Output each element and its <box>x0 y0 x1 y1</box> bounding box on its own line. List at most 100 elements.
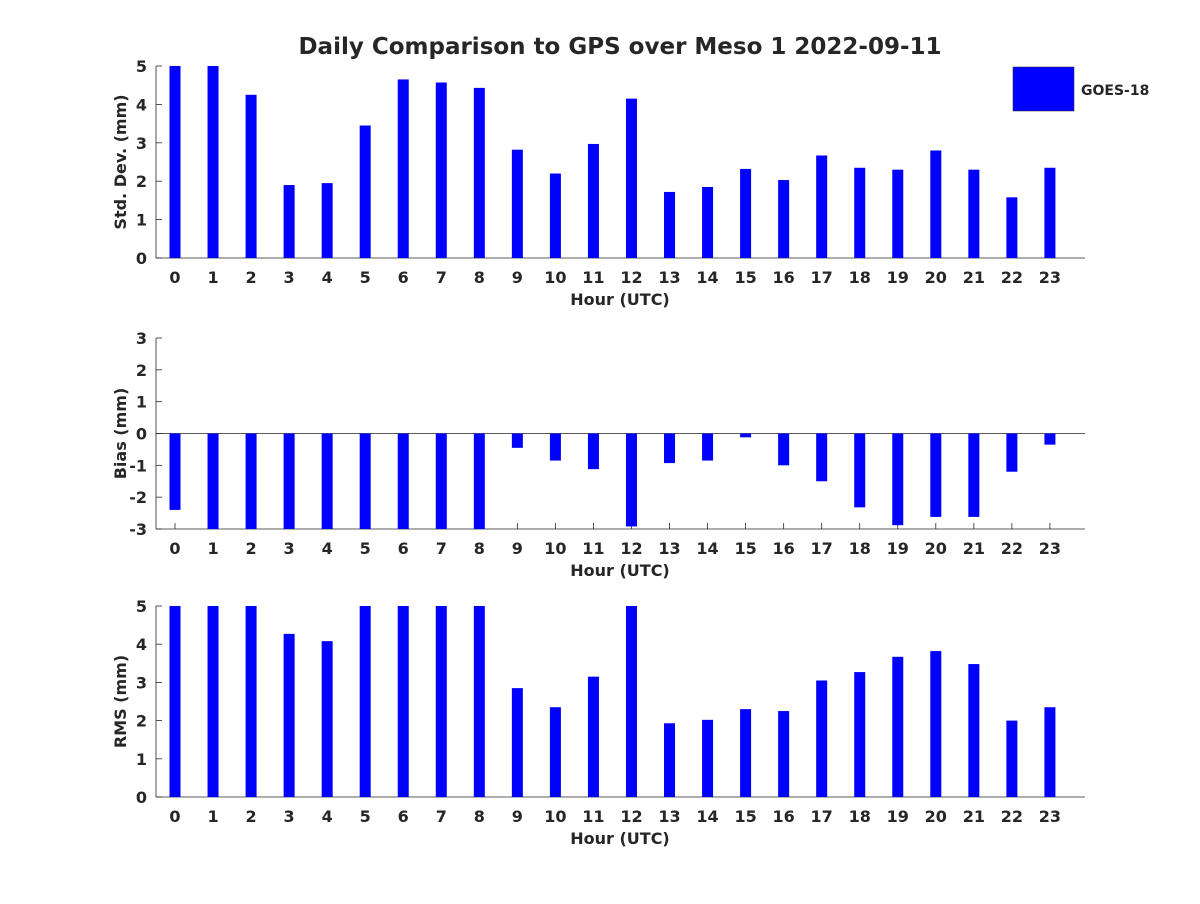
x-tick-label: 8 <box>474 807 485 826</box>
bar-hour-8 <box>473 87 485 258</box>
x-tick-label: 17 <box>811 807 833 826</box>
y-axis-label: RMS (mm) <box>111 655 130 748</box>
y-tick-label: 5 <box>136 597 147 616</box>
y-tick-label: 2 <box>136 172 147 191</box>
bar-hour-21 <box>968 169 980 258</box>
x-axis-label: Hour (UTC) <box>570 561 670 580</box>
bar-hour-7 <box>435 433 447 529</box>
legend-label: GOES-18 <box>1081 83 1149 99</box>
y-tick-label: 3 <box>136 673 147 692</box>
bar-hour-19 <box>892 656 904 797</box>
bar-hour-6 <box>397 606 409 797</box>
bar-hour-11 <box>587 433 599 470</box>
bar-hour-21 <box>968 433 980 517</box>
x-tick-label: 6 <box>398 807 409 826</box>
x-tick-label: 19 <box>887 807 909 826</box>
x-tick-label: 3 <box>284 807 295 826</box>
x-tick-label: 8 <box>474 268 485 287</box>
y-tick-label: -1 <box>129 456 147 475</box>
bar-hour-4 <box>321 641 333 797</box>
bar-hour-2 <box>245 94 257 258</box>
bar-hour-4 <box>321 433 333 529</box>
x-tick-label: 21 <box>963 539 985 558</box>
bar-hour-14 <box>702 433 714 461</box>
x-tick-label: 23 <box>1039 268 1061 287</box>
bar-hour-18 <box>854 167 866 258</box>
x-tick-label: 17 <box>811 539 833 558</box>
x-tick-label: 9 <box>512 807 523 826</box>
y-axis-label: Bias (mm) <box>111 388 130 480</box>
bar-hour-18 <box>854 433 866 508</box>
x-tick-label: 20 <box>925 539 947 558</box>
y-tick-label: 3 <box>136 134 147 153</box>
x-tick-label: 14 <box>696 807 718 826</box>
x-tick-label: 12 <box>620 807 642 826</box>
x-tick-label: 22 <box>1001 539 1023 558</box>
y-tick-label: 2 <box>136 712 147 731</box>
y-tick-label: 0 <box>136 249 147 268</box>
bar-hour-22 <box>1006 433 1018 472</box>
x-tick-label: 22 <box>1001 268 1023 287</box>
x-tick-label: 7 <box>436 807 447 826</box>
x-tick-label: 21 <box>963 268 985 287</box>
x-tick-label: 18 <box>849 268 871 287</box>
chart-title: Daily Comparison to GPS over Meso 1 2022… <box>298 34 941 60</box>
x-tick-label: 4 <box>322 539 333 558</box>
x-tick-label: 10 <box>544 807 566 826</box>
x-tick-label: 1 <box>207 807 218 826</box>
bar-hour-2 <box>245 606 257 797</box>
bar-hour-3 <box>283 185 295 258</box>
x-tick-label: 6 <box>398 268 409 287</box>
x-tick-label: 0 <box>169 268 180 287</box>
x-tick-label: 22 <box>1001 807 1023 826</box>
bar-hour-13 <box>664 433 676 464</box>
bar-hour-19 <box>892 433 904 526</box>
x-tick-label: 13 <box>658 539 680 558</box>
bar-hour-23 <box>1044 167 1056 258</box>
y-tick-label: 0 <box>136 788 147 807</box>
x-tick-label: 4 <box>322 268 333 287</box>
y-tick-label: 4 <box>136 635 147 654</box>
x-tick-label: 16 <box>773 268 795 287</box>
bar-hour-22 <box>1006 720 1018 797</box>
x-tick-label: 1 <box>207 268 218 287</box>
x-tick-label: 19 <box>887 268 909 287</box>
bar-hour-5 <box>359 125 371 259</box>
x-tick-label: 6 <box>398 539 409 558</box>
x-tick-label: 17 <box>811 268 833 287</box>
bar-hour-14 <box>702 186 714 258</box>
x-tick-label: 20 <box>925 807 947 826</box>
bar-hour-3 <box>283 633 295 797</box>
y-tick-label: -3 <box>129 520 147 539</box>
bar-hour-3 <box>283 433 295 529</box>
x-tick-label: 13 <box>658 268 680 287</box>
bar-hour-14 <box>702 719 714 797</box>
legend-swatch <box>1012 66 1075 112</box>
bar-hour-15 <box>740 709 752 797</box>
x-tick-label: 11 <box>582 539 604 558</box>
x-tick-label: 0 <box>169 539 180 558</box>
y-tick-label: 4 <box>136 95 147 114</box>
bar-hour-1 <box>207 66 219 258</box>
bar-hour-19 <box>892 169 904 258</box>
x-tick-label: 3 <box>284 539 295 558</box>
x-tick-label: 1 <box>207 539 218 558</box>
x-tick-label: 15 <box>734 807 756 826</box>
bar-hour-1 <box>207 606 219 797</box>
y-tick-label: 1 <box>136 211 147 230</box>
bar-hour-10 <box>549 433 561 461</box>
bar-hour-20 <box>930 433 942 517</box>
x-tick-label: 23 <box>1039 539 1061 558</box>
bar-hour-13 <box>664 723 676 797</box>
y-tick-label: 1 <box>136 393 147 412</box>
bar-hour-23 <box>1044 433 1056 445</box>
x-tick-label: 16 <box>773 539 795 558</box>
x-tick-label: 5 <box>360 539 371 558</box>
bar-hour-20 <box>930 150 942 258</box>
bar-hour-9 <box>511 688 523 797</box>
x-tick-label: 18 <box>849 539 871 558</box>
